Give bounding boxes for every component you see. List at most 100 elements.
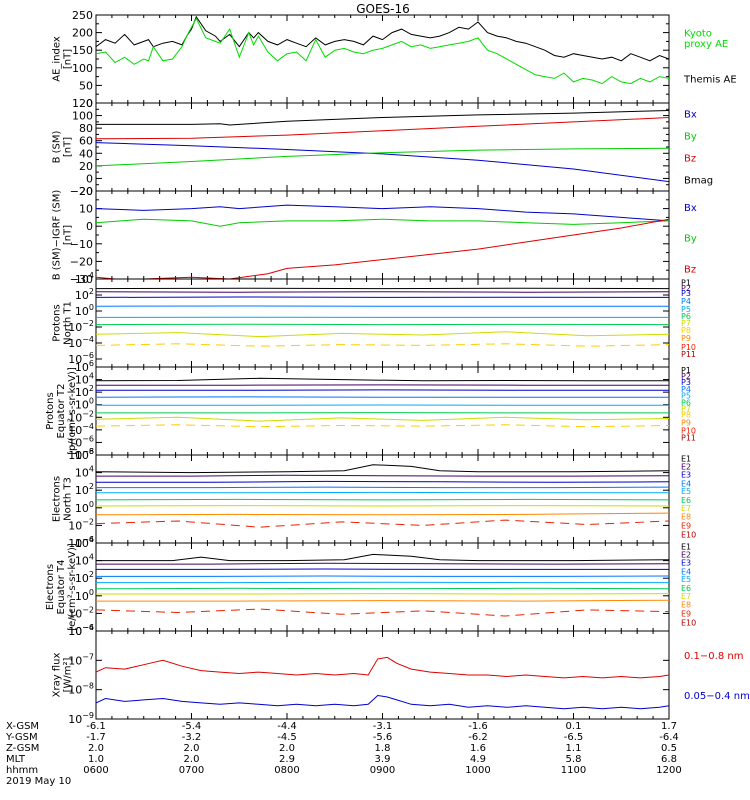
series-line-e3 <box>96 480 669 483</box>
y-tick-label: 0 <box>86 220 93 233</box>
y-tick-label: 10−4 <box>68 535 94 550</box>
legend-label: E6 <box>681 584 691 593</box>
footer-cell: -5.4 <box>182 721 202 732</box>
legend-label: P6 <box>681 398 691 407</box>
y-tick-label: 10−8 <box>68 447 94 462</box>
y-tick-label: 120 <box>72 97 93 110</box>
footer-cell: 2.0 <box>184 743 200 754</box>
series-line-0-1-0-8-nm <box>96 656 669 679</box>
y-tick-label: 10−4 <box>68 623 94 638</box>
legend-label: Kyoto <box>684 29 712 40</box>
y-tick-label: 100 <box>75 500 94 515</box>
y-tick-label: 104 <box>75 553 94 568</box>
footer-cell: -1.6 <box>468 721 488 732</box>
legend-label: P6 <box>681 312 691 321</box>
footer-row-label: Z-GSM <box>6 743 39 754</box>
footer-table: X-GSMY-GSMZ-GSMMLThhmm-6.1-1.72.01.00600… <box>5 721 682 787</box>
footer-cell: 0600 <box>83 765 108 776</box>
y-tick-label: 104 <box>75 372 94 387</box>
y-tick-label: 10−2 <box>68 409 94 424</box>
footer-cell: -3.2 <box>182 732 202 743</box>
legend-label: E5 <box>681 487 691 496</box>
y-tick-label: 10−8 <box>68 682 94 697</box>
series-line-e8 <box>96 599 669 602</box>
legend-label: P4 <box>681 297 691 306</box>
series-group <box>96 204 669 279</box>
legend-label: Bmag <box>684 176 713 187</box>
legend-label: E5 <box>681 575 691 584</box>
legend-label: P5 <box>681 391 691 400</box>
y-tick-label: 106 <box>75 535 94 550</box>
y-axis-label: Protons <box>45 392 56 429</box>
series-line-p8 <box>96 343 669 347</box>
series-line-e9 <box>96 608 669 617</box>
series-group <box>96 377 669 428</box>
series-group <box>96 553 669 617</box>
series-group <box>96 15 669 85</box>
y-axis-label: Xray flux <box>52 653 63 698</box>
series-line-e4 <box>96 486 669 489</box>
footer-cell: 0800 <box>274 765 299 776</box>
legend-label: P7 <box>681 319 691 328</box>
footer-cell: 1.8 <box>375 743 391 754</box>
y-tick-label: 20 <box>79 185 93 198</box>
y-tick-label: −20 <box>70 185 93 198</box>
series-line-by <box>96 147 669 167</box>
series-line-e1 <box>96 553 669 562</box>
series-line-p8 <box>96 424 669 428</box>
legend-label: P10 <box>681 343 696 352</box>
y-axis-label: North T3 <box>63 477 74 521</box>
y-axis-label: [nT] <box>63 137 74 157</box>
footer-cell: 3.9 <box>375 754 391 765</box>
legend-label: P3 <box>681 378 691 387</box>
footer-cell: 5.8 <box>566 754 582 765</box>
y-tick-label: 10−4 <box>68 422 94 437</box>
legend-label: E10 <box>681 618 696 627</box>
footer-cell: 1000 <box>465 765 490 776</box>
footer-cell: 1200 <box>656 765 681 776</box>
y-axis-label: [W/m²] <box>63 657 74 692</box>
legend-label: 0.05−0.4 nm <box>684 691 750 702</box>
legend-label: E2 <box>681 551 691 560</box>
panel-xray: 10−9 10−8 10−7 10−6 Xray flux [W/m²] 0.1−0.8 n… <box>52 623 750 726</box>
legend-label: E9 <box>681 610 691 619</box>
series-line-0-05-0-4-nm <box>96 694 669 710</box>
legend-label: E9 <box>681 522 691 531</box>
y-axis-label: B (SM) <box>52 130 63 163</box>
y-tick-label: 10−2 <box>68 319 94 334</box>
y-tick-label: 80 <box>79 122 93 135</box>
footer-cell: 1100 <box>561 765 586 776</box>
footer-cell: -4.5 <box>277 732 297 743</box>
legend-label: P9 <box>681 419 691 428</box>
legend-label: P4 <box>681 385 691 394</box>
y-tick-label: 102 <box>75 384 94 399</box>
legend-label: P2 <box>681 284 691 293</box>
y-tick-label: 0 <box>86 172 93 185</box>
y-axis-label: Protons <box>52 304 63 341</box>
legend-label: Bz <box>684 264 696 275</box>
footer-cell: 4.9 <box>470 754 486 765</box>
y-axis-label: North T1 <box>63 301 74 345</box>
series-line-bz <box>96 117 669 140</box>
legend-label: E1 <box>681 543 691 552</box>
y-tick-label: 104 <box>75 271 94 286</box>
y-axis-label: Equator T4 <box>56 560 67 615</box>
series-line-e9 <box>96 519 669 528</box>
y-tick-label: 10−6 <box>68 351 94 366</box>
footer-cell: -6.1 <box>86 721 106 732</box>
series-line-e8 <box>96 512 669 516</box>
footer-cell: -5.6 <box>373 732 393 743</box>
y-axis-label: Equator T2 <box>56 384 67 439</box>
footer-cell: -6.4 <box>659 732 679 743</box>
footer-cell: 2.0 <box>184 754 200 765</box>
legend-label: P11 <box>681 434 696 443</box>
series-group <box>96 110 669 183</box>
series-line-e6 <box>96 587 669 590</box>
footer-cell: -1.7 <box>86 732 106 743</box>
legend-label: E8 <box>681 513 691 522</box>
legend-label: E4 <box>681 479 691 488</box>
